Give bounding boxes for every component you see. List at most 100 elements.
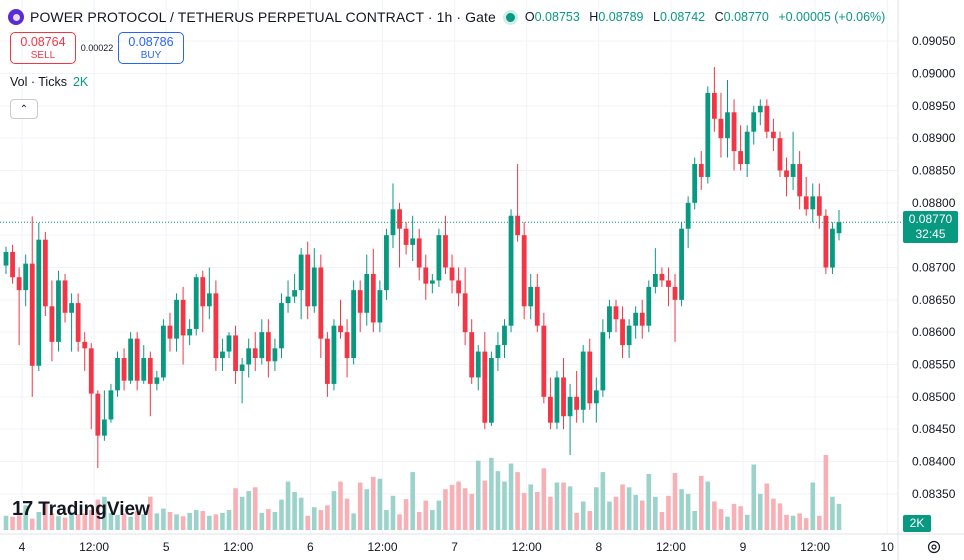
- candle[interactable]: [344, 319, 350, 378]
- candle[interactable]: [252, 332, 258, 371]
- candle[interactable]: [541, 312, 547, 404]
- tradingview-logo[interactable]: 17 TradingView: [12, 498, 150, 521]
- candle[interactable]: [10, 244, 15, 284]
- candle[interactable]: [830, 222, 835, 274]
- candle[interactable]: [311, 248, 317, 313]
- candle[interactable]: [646, 280, 652, 333]
- buy-button[interactable]: 0.08786 BUY: [118, 32, 184, 64]
- candle[interactable]: [718, 92, 724, 158]
- candle[interactable]: [292, 273, 297, 304]
- candle[interactable]: [187, 319, 193, 346]
- candle[interactable]: [620, 306, 625, 359]
- candle[interactable]: [495, 332, 501, 371]
- candle[interactable]: [75, 293, 81, 352]
- candle[interactable]: [626, 319, 632, 359]
- candle[interactable]: [364, 254, 370, 326]
- candle[interactable]: [279, 293, 284, 359]
- candle[interactable]: [515, 164, 521, 242]
- candle[interactable]: [731, 99, 737, 171]
- candle[interactable]: [410, 215, 416, 262]
- candle[interactable]: [95, 390, 101, 468]
- candle[interactable]: [128, 332, 134, 384]
- candle[interactable]: [488, 351, 494, 426]
- candle[interactable]: [351, 280, 357, 365]
- candle[interactable]: [62, 273, 68, 323]
- symbol-title[interactable]: POWER PROTOCOL / TETHERUS PERPETUAL CONT…: [30, 9, 496, 25]
- candle[interactable]: [298, 248, 304, 320]
- collapse-legend-button[interactable]: ⌃: [10, 99, 38, 119]
- candle[interactable]: [305, 241, 311, 320]
- candle[interactable]: [200, 270, 206, 333]
- candle[interactable]: [121, 348, 127, 391]
- candle[interactable]: [36, 222, 42, 371]
- candle[interactable]: [423, 254, 429, 300]
- candle[interactable]: [147, 351, 153, 417]
- candle[interactable]: [338, 299, 343, 339]
- candle[interactable]: [810, 183, 816, 223]
- candle[interactable]: [528, 273, 534, 320]
- candle[interactable]: [587, 338, 593, 410]
- candle[interactable]: [101, 390, 107, 441]
- candle[interactable]: [285, 280, 291, 313]
- candle[interactable]: [82, 332, 88, 371]
- candle[interactable]: [679, 222, 684, 307]
- candle[interactable]: [134, 332, 140, 391]
- candle[interactable]: [744, 125, 750, 177]
- candle[interactable]: [370, 248, 376, 333]
- candle[interactable]: [416, 228, 422, 281]
- candle[interactable]: [705, 86, 711, 184]
- candle[interactable]: [554, 370, 560, 430]
- candle[interactable]: [593, 377, 599, 423]
- candle[interactable]: [108, 383, 114, 423]
- candle[interactable]: [357, 280, 363, 333]
- candle[interactable]: [141, 345, 147, 384]
- candle[interactable]: [580, 345, 586, 423]
- candle[interactable]: [29, 216, 35, 397]
- candle[interactable]: [384, 228, 389, 300]
- gear-icon[interactable]: [926, 539, 942, 555]
- candle[interactable]: [757, 99, 763, 126]
- candle[interactable]: [685, 196, 691, 249]
- candle[interactable]: [449, 254, 455, 294]
- candle[interactable]: [167, 312, 173, 352]
- candle[interactable]: [390, 183, 396, 249]
- candle[interactable]: [443, 215, 448, 274]
- candle[interactable]: [508, 209, 514, 333]
- candle[interactable]: [469, 319, 475, 384]
- candle[interactable]: [115, 351, 120, 397]
- candle[interactable]: [69, 293, 74, 352]
- candle[interactable]: [797, 151, 803, 210]
- candle[interactable]: [725, 79, 730, 158]
- candle[interactable]: [613, 299, 619, 333]
- candle[interactable]: [220, 338, 225, 371]
- candle[interactable]: [659, 267, 665, 287]
- candle[interactable]: [331, 319, 337, 391]
- candle[interactable]: [475, 345, 481, 391]
- candle[interactable]: [42, 231, 48, 316]
- candle[interactable]: [784, 157, 789, 197]
- candle[interactable]: [672, 273, 678, 342]
- candle[interactable]: [574, 370, 580, 423]
- candle[interactable]: [193, 273, 199, 336]
- candle[interactable]: [803, 176, 809, 216]
- candle[interactable]: [265, 319, 271, 378]
- candle[interactable]: [239, 358, 245, 404]
- candle[interactable]: [272, 338, 278, 371]
- candle[interactable]: [88, 343, 94, 430]
- candle[interactable]: [836, 209, 842, 241]
- candle[interactable]: [666, 267, 671, 307]
- candle[interactable]: [462, 267, 468, 346]
- candle[interactable]: [154, 370, 160, 391]
- candle[interactable]: [502, 319, 507, 359]
- candle[interactable]: [206, 267, 212, 320]
- candle[interactable]: [521, 222, 527, 320]
- candle[interactable]: [692, 157, 698, 210]
- sell-button[interactable]: 0.08764 SELL: [10, 32, 76, 64]
- candle[interactable]: [23, 254, 29, 307]
- candle[interactable]: [436, 228, 442, 287]
- candle[interactable]: [161, 319, 166, 381]
- candle[interactable]: [534, 273, 540, 333]
- candle[interactable]: [233, 325, 238, 384]
- candle[interactable]: [764, 99, 770, 139]
